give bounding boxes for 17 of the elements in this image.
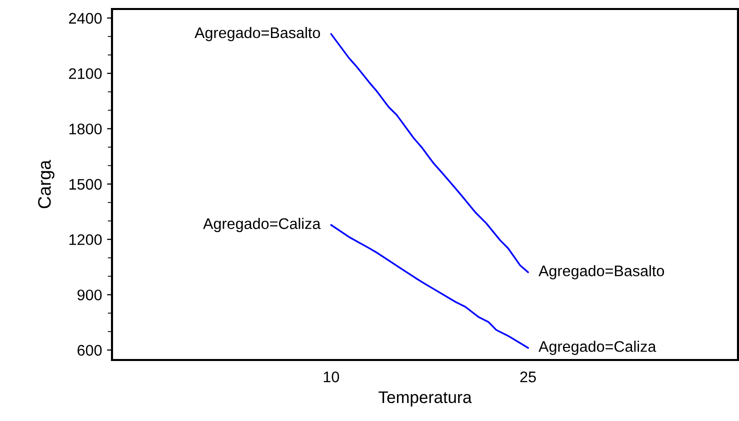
line-series bbox=[330, 224, 529, 349]
y-tick-label: 1500 bbox=[69, 178, 102, 190]
y-tick-label: 600 bbox=[78, 344, 102, 356]
text: Agregado=Basalto bbox=[194, 26, 320, 42]
y-tick-label: 900 bbox=[78, 290, 102, 300]
y-tick-label: 2100 bbox=[69, 68, 102, 80]
x-tick-label: 25 bbox=[520, 372, 536, 382]
y-tick-label: 1200 bbox=[69, 234, 102, 246]
x-tick-label: 10 bbox=[324, 372, 340, 382]
y-axis-title: Carga bbox=[38, 160, 54, 208]
series-label: Agregado=Basalto bbox=[538, 265, 664, 280]
y-tick-label: 1800 bbox=[69, 124, 102, 134]
line-series bbox=[330, 33, 529, 274]
y-tick-label: 2400 bbox=[69, 12, 102, 24]
x-axis-title: Temperatura bbox=[378, 392, 472, 406]
text: Agregado=Caliza bbox=[538, 340, 656, 355]
series-label: Agregado=Caliza bbox=[203, 218, 321, 232]
